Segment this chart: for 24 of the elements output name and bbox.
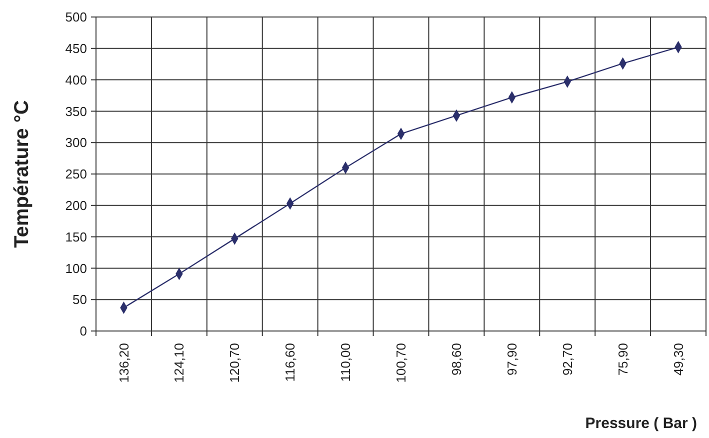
x-tick-label: 100,70 (394, 343, 409, 383)
y-tick-label: 200 (65, 198, 87, 213)
x-tick-label: 75,90 (615, 343, 630, 376)
y-tick-label: 350 (65, 104, 87, 119)
x-tick-label: 98,60 (449, 343, 464, 376)
x-tick-label: 49,30 (670, 343, 686, 376)
x-tick-label: 120,70 (227, 343, 242, 383)
y-tick-label: 300 (65, 135, 87, 150)
y-tick-label: 250 (65, 166, 87, 182)
y-tick-label: 0 (80, 324, 87, 339)
y-tick-label: 450 (65, 40, 87, 56)
x-tick-label: 136,20 (116, 343, 132, 383)
y-axis-title: Température °C (11, 100, 33, 248)
y-tick-label: 400 (65, 72, 87, 88)
x-tick-label: 124,10 (172, 343, 187, 383)
y-tick-label: 150 (65, 229, 87, 244)
y-tick-label: 500 (65, 10, 87, 25)
x-tick-label: 110,00 (338, 343, 354, 382)
x-tick-label: 92,70 (560, 343, 575, 376)
x-tick-label: 116,60 (282, 343, 298, 382)
y-tick-label: 50 (72, 292, 87, 308)
x-tick-label: 97,90 (504, 343, 520, 376)
x-axis-title: Pressure ( Bar ) (585, 415, 697, 432)
y-tick-label: 100 (65, 260, 87, 276)
